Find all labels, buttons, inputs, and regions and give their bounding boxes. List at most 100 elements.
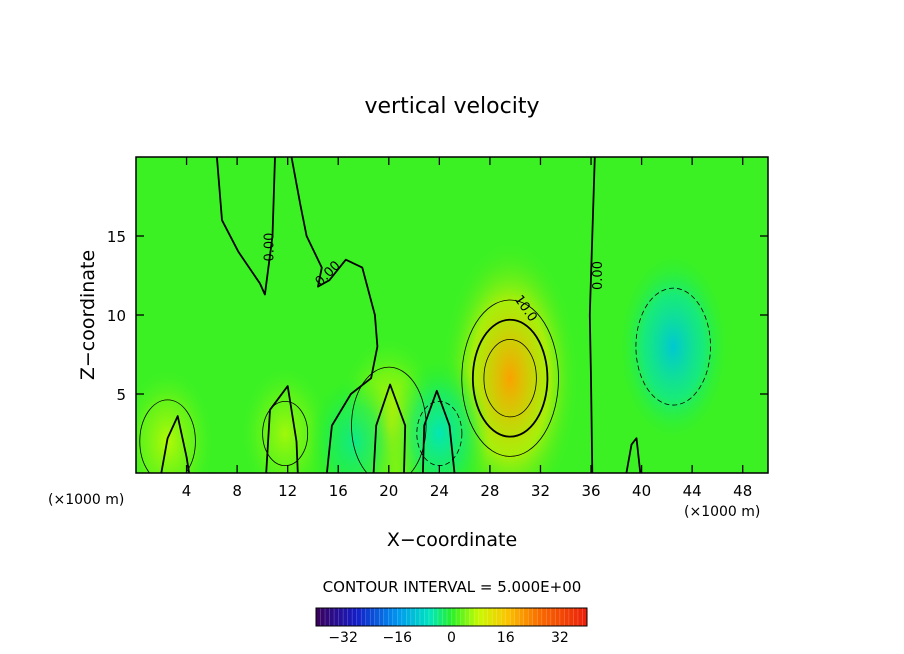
colorbar-cell xyxy=(541,608,547,626)
colorbar-cell xyxy=(532,608,538,626)
colorbar-tick-label: 16 xyxy=(497,630,515,646)
colorbar-cell xyxy=(446,608,452,626)
colorbar-cell xyxy=(469,608,475,626)
colorbar-cell xyxy=(356,608,362,626)
colorbar-tick-label: 32 xyxy=(551,630,569,646)
colorbar-cell xyxy=(424,608,430,626)
y-tick-label: 15 xyxy=(107,228,126,246)
zero-contour-line xyxy=(216,157,276,296)
colorbar-cell xyxy=(492,608,498,626)
zero-contour-line xyxy=(422,389,456,473)
colorbar-cell xyxy=(465,608,470,626)
x-tick-label: 8 xyxy=(232,482,242,500)
colorbar-tick-label: 0 xyxy=(447,630,456,646)
colorbar-cell xyxy=(329,608,335,626)
contour-interval-text: CONTOUR INTERVAL = 5.000E+00 xyxy=(323,578,582,596)
zero-contour-line xyxy=(588,157,596,473)
colorbar-cell xyxy=(406,608,412,626)
colorbar-cell xyxy=(483,608,489,626)
colorbar-cell xyxy=(352,608,358,626)
colorbar-cell xyxy=(415,608,421,626)
x-tick-label: 20 xyxy=(379,482,398,500)
x-tick-label: 16 xyxy=(329,482,348,500)
contour-line xyxy=(351,366,427,473)
chart-title: vertical velocity xyxy=(364,94,539,119)
downdraft-region xyxy=(617,251,729,442)
colorbar-cell xyxy=(383,608,389,626)
colorbar-cell xyxy=(487,608,493,626)
colorbar-cell xyxy=(577,608,583,626)
zero-contour-line xyxy=(625,437,642,473)
colorbar-cell xyxy=(392,608,398,626)
x-axis-label: X−coordinate xyxy=(387,529,517,551)
colorbar-tick-label: −16 xyxy=(383,630,413,646)
x-tick-label: 24 xyxy=(430,482,449,500)
contour-line xyxy=(483,339,537,418)
y-axis-ticks: 5 10 15 xyxy=(107,228,768,404)
x-tick-label: 28 xyxy=(480,482,499,500)
y-tick-label: 10 xyxy=(107,307,126,325)
colorbar-cell xyxy=(388,608,394,626)
colorbar-cell xyxy=(361,608,367,626)
colorbar-cell xyxy=(474,608,479,626)
zero-contour-line xyxy=(290,157,379,473)
colorbar-cell xyxy=(433,608,439,626)
colorbar-cell xyxy=(460,608,466,626)
colorbar-cell xyxy=(573,608,579,626)
contour-line xyxy=(262,400,309,467)
heatmap-field xyxy=(136,157,768,473)
x-tick-label: 32 xyxy=(531,482,550,500)
colorbar-cell xyxy=(478,608,484,626)
colorbar-cell xyxy=(365,608,371,626)
colorbar-cell xyxy=(347,608,353,626)
colorbar-cell xyxy=(568,608,574,626)
colorbar-cell xyxy=(379,608,385,626)
colorbar-cell xyxy=(410,608,416,626)
colorbar-cell xyxy=(555,608,561,626)
colorbar-cell xyxy=(550,608,556,626)
colorbar-cell xyxy=(334,608,339,626)
colorbar-cell xyxy=(519,608,525,626)
colorbar-cell xyxy=(419,608,425,626)
colorbar-cell xyxy=(338,608,344,626)
colorbar-cell xyxy=(343,608,349,626)
contour-label: 0.00 xyxy=(262,233,277,262)
colorbar-cell xyxy=(501,608,507,626)
zero-contour-line xyxy=(372,383,407,473)
colorbar-cell xyxy=(320,608,326,626)
contour-line xyxy=(635,287,711,406)
colorbar-ticks: −32 −16 0 16 32 xyxy=(328,630,568,646)
y-tick-label: 5 xyxy=(116,386,126,404)
colorbar-cell xyxy=(370,608,376,626)
colorbar-cell xyxy=(316,608,321,626)
colorbar-cell xyxy=(442,608,448,626)
colorbar-cell xyxy=(374,608,380,626)
colorbar xyxy=(315,607,588,627)
x-tick-label: 36 xyxy=(581,482,600,500)
contour-line xyxy=(461,299,559,457)
colorbar-cell xyxy=(582,608,588,626)
x-unit-right: (×1000 m) xyxy=(684,504,760,520)
colorbar-tick-label: −32 xyxy=(328,630,358,646)
x-tick-label: 4 xyxy=(182,482,192,500)
colorbar-frame xyxy=(315,607,588,627)
colorbar-cell xyxy=(546,608,552,626)
zero-contour-line xyxy=(160,415,190,473)
contour-line xyxy=(139,399,196,473)
colorbar-cell xyxy=(528,608,534,626)
colorbar-cell xyxy=(325,608,330,626)
x-axis-ticks: 4 8 12 16 20 24 28 32 36 40 44 48 xyxy=(182,157,752,500)
colorbar-cell xyxy=(451,608,457,626)
colorbar-cell xyxy=(564,608,570,626)
colorbar-cell xyxy=(523,608,529,626)
contour-line xyxy=(471,318,549,438)
colorbar-cell xyxy=(496,608,502,626)
y-axis-label: Z−coordinate xyxy=(77,250,99,380)
colorbar-cell xyxy=(537,608,543,626)
downdraft-region xyxy=(308,375,402,473)
x-tick-label: 44 xyxy=(683,482,702,500)
colorbar-cell xyxy=(510,608,516,626)
colorbar-cell xyxy=(505,608,511,626)
colorbar-cell xyxy=(397,608,403,626)
